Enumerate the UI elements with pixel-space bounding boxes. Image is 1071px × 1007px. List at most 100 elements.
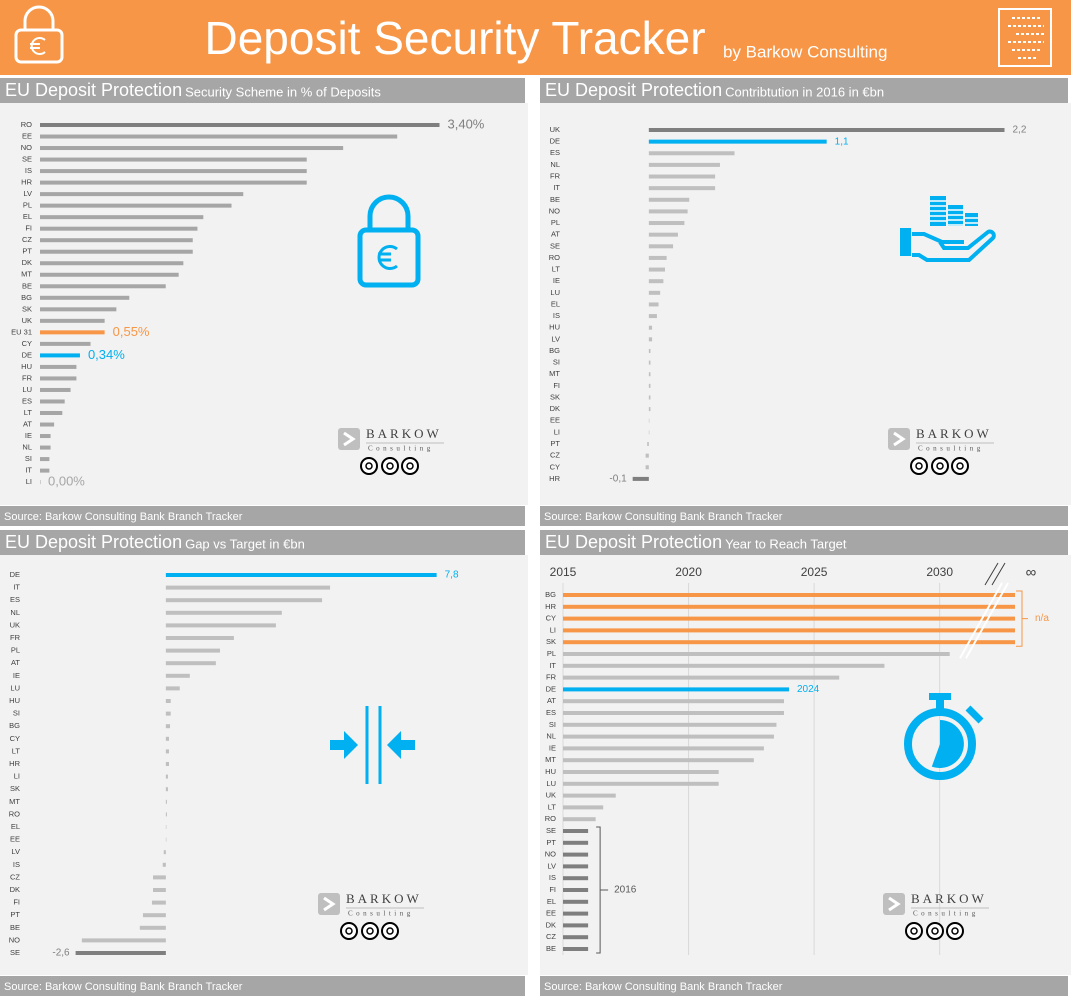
bar: [648, 209, 688, 214]
header-logo-box: [998, 8, 1052, 67]
panel-subtitle: Security Scheme in % of Deposits: [185, 84, 381, 99]
category-label: IT: [25, 466, 32, 475]
category-label: SE: [22, 155, 32, 164]
hand-icon: [912, 229, 996, 262]
bar: [563, 840, 589, 845]
bar: [648, 267, 665, 272]
panel-background: [540, 103, 1071, 505]
lock-icon-shackle: [367, 194, 411, 230]
category-label: ES: [550, 148, 560, 157]
bar: [40, 307, 117, 312]
na-label: n/a: [1035, 613, 1049, 624]
category-label: BG: [9, 721, 20, 730]
panel-subtitle: Year to Reach Target: [725, 536, 847, 551]
license-badge: [340, 922, 358, 940]
category-label: HR: [549, 474, 560, 483]
category-label: EE: [550, 416, 560, 425]
category-label: EU 31: [11, 327, 32, 336]
category-label: FI: [553, 381, 560, 390]
logo-name: BARKOW: [916, 426, 992, 441]
bar: [40, 203, 232, 208]
bar: [648, 255, 667, 260]
category-label: SE: [550, 241, 560, 250]
license-badge: [381, 457, 399, 475]
category-label: MT: [549, 369, 560, 378]
bar: [648, 314, 657, 319]
category-label: SI: [553, 358, 560, 367]
source-bar: [540, 976, 1068, 996]
panel-title: EU Deposit Protection: [5, 532, 182, 552]
value-label: 7,8: [445, 570, 459, 581]
logo-name: BARKOW: [346, 891, 422, 906]
license-badge-dot: [345, 927, 353, 935]
category-label: SE: [546, 826, 556, 835]
x-tick-label: 2025: [801, 565, 828, 579]
category-label: IS: [25, 166, 32, 175]
bar: [648, 279, 664, 284]
bar: [139, 925, 166, 930]
bar: [40, 192, 244, 197]
category-label: EE: [22, 132, 32, 141]
value-label: 3,40%: [448, 116, 485, 131]
bar: [563, 699, 784, 704]
source-note: Source: Barkow Consulting Bank Branch Tr…: [544, 981, 783, 993]
category-label: FI: [13, 898, 20, 907]
category-label: DE: [22, 350, 32, 359]
stopwatch-stem: [936, 699, 944, 709]
stopwatch-sector: [931, 720, 964, 768]
bar: [647, 442, 649, 447]
category-label: HR: [9, 759, 20, 768]
category-label: UK: [10, 620, 20, 629]
source-bar: [0, 976, 525, 996]
category-label: SK: [10, 784, 20, 793]
category-label: EL: [23, 212, 32, 221]
bar: [40, 134, 398, 139]
page-title: Deposit Security Tracker: [204, 12, 705, 64]
category-label: HR: [545, 602, 556, 611]
license-badge: [931, 457, 949, 475]
coin-stack: [965, 213, 978, 226]
license-badge: [360, 457, 378, 475]
bar: [563, 864, 589, 869]
category-label: IE: [13, 671, 20, 680]
category-label: ES: [546, 708, 556, 717]
bar: [563, 899, 589, 904]
category-label: LI: [14, 772, 20, 781]
panel-subtitle: Contribtution in 2016 in €bn: [725, 84, 884, 99]
bar: [648, 197, 690, 202]
bar: [40, 434, 51, 439]
category-label: IT: [549, 661, 556, 670]
category-label: CY: [22, 339, 32, 348]
category-label: NO: [21, 143, 32, 152]
panel-background: [0, 103, 528, 505]
bar: [40, 411, 63, 415]
source-note: Source: Barkow Consulting Bank Branch Tr…: [4, 981, 243, 993]
source-note: Source: Barkow Consulting Bank Branch Tr…: [4, 511, 243, 523]
category-label: UK: [546, 791, 556, 800]
category-label: NL: [10, 608, 20, 617]
bar: [165, 711, 171, 716]
bar: [648, 221, 685, 226]
license-badge-dot: [951, 927, 959, 935]
logo-mark: [338, 428, 360, 450]
bar: [40, 399, 65, 404]
category-label: MT: [9, 797, 20, 806]
category-label: HU: [21, 362, 32, 371]
bar: [165, 762, 169, 766]
bar: [648, 244, 674, 249]
category-label: AT: [551, 230, 560, 239]
bar: [563, 781, 719, 786]
category-label: NL: [546, 732, 556, 741]
bar: [563, 876, 589, 881]
license-badge-dot: [386, 927, 394, 935]
category-label: FR: [550, 172, 561, 181]
bar: [165, 749, 169, 754]
lock-icon-euro: [377, 245, 398, 270]
category-label: PL: [23, 201, 32, 210]
bar: [648, 290, 661, 295]
category-label: LT: [24, 408, 33, 417]
category-label: SK: [22, 304, 32, 313]
axis-infinity-label: ∞: [1026, 564, 1037, 581]
license-badge-dot: [366, 927, 374, 935]
category-label: SK: [546, 637, 556, 646]
